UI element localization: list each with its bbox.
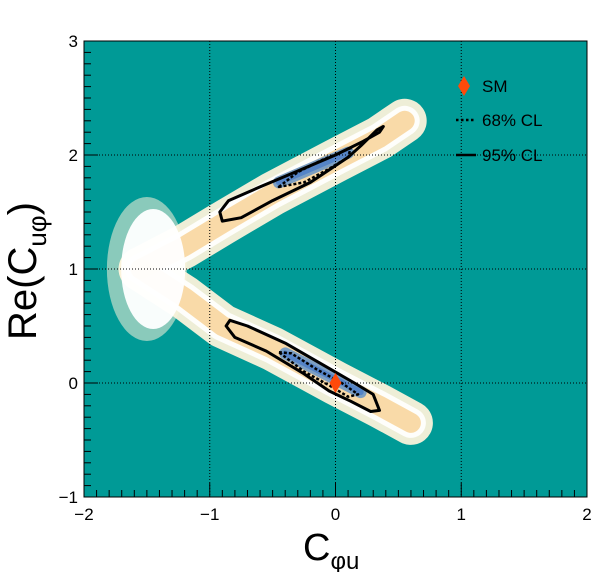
grid bbox=[84, 41, 587, 497]
heat-band-core-upper bbox=[130, 110, 415, 279]
heat-peak-upper-center bbox=[275, 149, 352, 186]
heat-band-core-lower bbox=[130, 259, 421, 433]
contour-68-0 bbox=[277, 146, 352, 189]
y-tick-label: 2 bbox=[69, 146, 78, 165]
axis-ticks bbox=[83, 40, 588, 498]
legend-label-68: 68% CL bbox=[482, 111, 542, 130]
x-tick-label: 2 bbox=[582, 505, 591, 524]
y-tick-label: 1 bbox=[69, 260, 78, 279]
x-tick-label: −2 bbox=[74, 505, 93, 524]
y-axis-title-close: ) bbox=[1, 202, 45, 215]
x-axis-title: Cφu bbox=[303, 527, 359, 572]
sm-point-layer bbox=[329, 373, 342, 393]
y-tick-label: 3 bbox=[69, 32, 78, 51]
y-axis-title-main: Re(C bbox=[1, 247, 45, 340]
likelihood-heatmap bbox=[106, 98, 433, 445]
legend-sm-marker bbox=[458, 76, 470, 96]
contour-95-0 bbox=[218, 125, 385, 223]
sm-point-marker bbox=[329, 373, 342, 393]
x-tick-label: −1 bbox=[200, 505, 219, 524]
legend-label-sm: SM bbox=[482, 77, 508, 96]
contour-95-1 bbox=[224, 318, 381, 413]
y-axis-title: Re(Cuφ) bbox=[1, 202, 52, 340]
legend: SM 68% CL 95% CL bbox=[456, 76, 542, 165]
contours bbox=[218, 125, 385, 413]
x-tick-label: 0 bbox=[331, 505, 340, 524]
x-axis-title-sub: φu bbox=[330, 548, 359, 572]
x-tick-label: 1 bbox=[457, 505, 466, 524]
contour-68-1 bbox=[277, 350, 360, 398]
y-tick-label: 0 bbox=[69, 374, 78, 393]
y-tick-label: −1 bbox=[59, 488, 78, 507]
x-axis-title-main: C bbox=[303, 527, 330, 569]
legend-label-95: 95% CL bbox=[482, 146, 542, 165]
heat-peak-lower-center bbox=[282, 350, 364, 396]
y-axis-title-sub: uφ bbox=[22, 215, 52, 246]
